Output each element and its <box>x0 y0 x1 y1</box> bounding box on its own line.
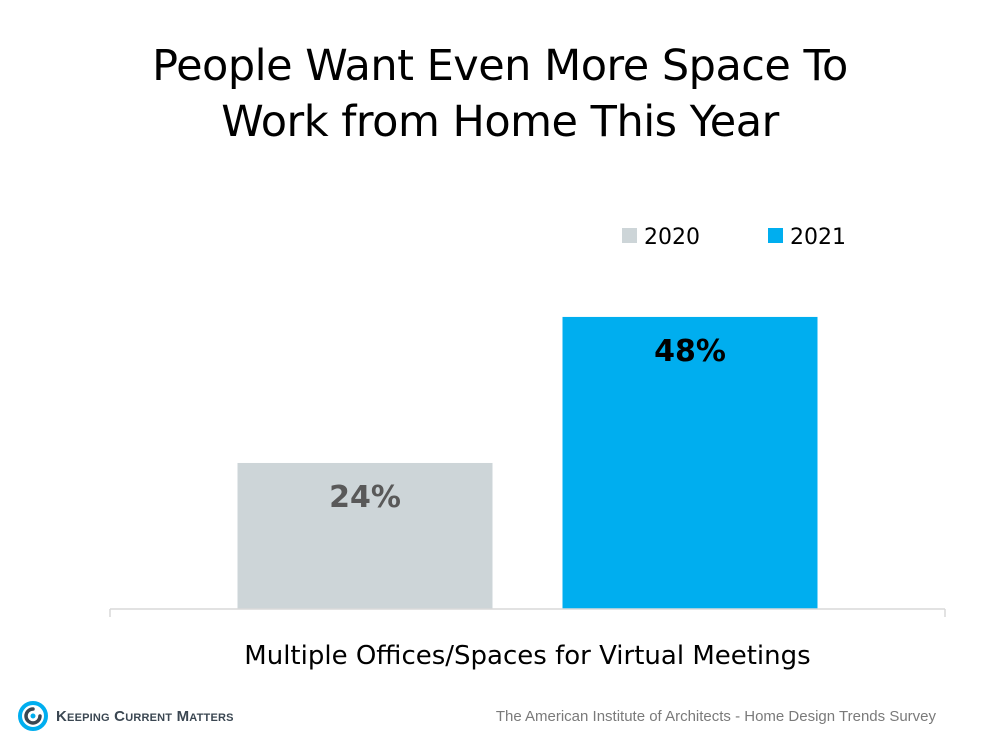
legend-label-2021: 2021 <box>790 225 846 250</box>
bar-2020 <box>237 462 493 609</box>
logo-text: Keeping Current Matters <box>56 707 234 725</box>
category-label: Multiple Offices/Spaces for Virtual Meet… <box>244 641 810 671</box>
bar-2021 <box>562 316 818 609</box>
chart-title-line-2: Work from Home This Year <box>221 97 779 147</box>
source-note: The American Institute of Architects - H… <box>495 708 936 725</box>
bars: 24% 48% <box>237 316 818 609</box>
legend-label-2020: 2020 <box>644 225 700 250</box>
data-label-2021: 48% <box>654 334 726 369</box>
x-axis: Multiple Offices/Spaces for Virtual Meet… <box>109 608 946 671</box>
keeping-current-matters-logo: Keeping Current Matters <box>18 698 234 734</box>
bar-chart: 2020 2021 24% 48% Multiple Offices/Spaces … <box>109 225 946 671</box>
chart-title: People Want Even More Space To Work from… <box>0 38 1000 150</box>
chart-title-line-1: People Want Even More Space To <box>152 41 848 91</box>
data-label-2020: 24% <box>329 480 401 515</box>
legend-swatch-2020 <box>622 228 637 243</box>
legend: 2020 2021 <box>622 225 846 250</box>
logo-swirl-icon <box>18 701 48 731</box>
legend-swatch-2021 <box>768 228 783 243</box>
